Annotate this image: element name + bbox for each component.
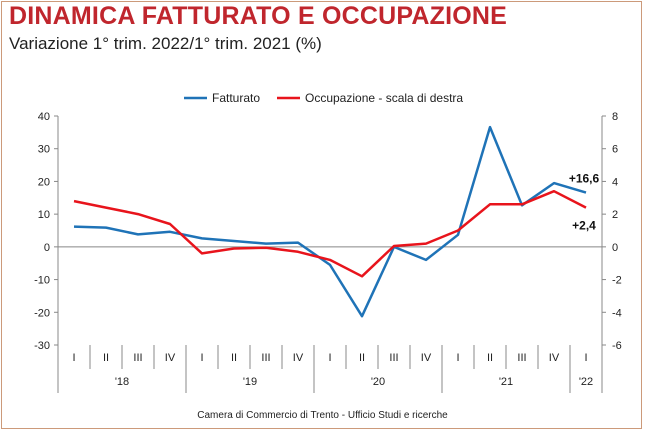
x-tick-label: III — [389, 352, 398, 364]
x-tick-label: I — [456, 352, 459, 364]
y-right-tick-label: -2 — [612, 275, 622, 287]
y-right-tick-label: -4 — [612, 307, 622, 319]
x-tick-label: I — [200, 352, 203, 364]
y-left-tick-label: 0 — [44, 242, 50, 254]
series-line-fatturato — [73, 125, 587, 318]
x-tick-label: II — [487, 352, 493, 364]
x-year-label: '19 — [243, 376, 257, 388]
y-left-tick-label: 10 — [38, 209, 50, 221]
x-year-label: '20 — [371, 376, 385, 388]
x-tick-label: III — [261, 352, 270, 364]
y-left-tick-label: -30 — [34, 340, 50, 352]
x-tick-label: I — [72, 352, 75, 364]
y-left-tick-label: 20 — [38, 176, 50, 188]
y-right-tick-label: 4 — [612, 176, 618, 188]
y-left-tick-label: 30 — [38, 144, 50, 156]
x-tick-label: II — [231, 352, 237, 364]
series-line-occupazione — [73, 189, 587, 278]
y-right-tick-label: 6 — [612, 144, 618, 156]
x-tick-label: IV — [549, 352, 560, 364]
y-left-tick-label: 40 — [38, 111, 50, 123]
x-year-label: '21 — [499, 376, 513, 388]
x-tick-label: II — [359, 352, 365, 364]
x-tick-label: II — [103, 352, 109, 364]
source-note: Camera di Commercio di Trento - Ufficio … — [197, 410, 448, 421]
x-tick-label: IV — [165, 352, 176, 364]
x-year-label: '18 — [115, 376, 129, 388]
y-right-tick-label: -6 — [612, 340, 622, 352]
y-left-tick-label: -20 — [34, 307, 50, 319]
annotation-fatturato: +16,6 — [569, 172, 600, 186]
x-tick-label: I — [328, 352, 331, 364]
x-tick-label: I — [584, 352, 587, 364]
annotations: +16,6 +2,4 — [569, 172, 600, 233]
y-right-tick-label: 0 — [612, 242, 618, 254]
y-right-tick-label: 8 — [612, 111, 618, 123]
legend-label-occupazione: Occupazione - scala di destra — [305, 91, 463, 105]
chart-title: DINAMICA FATTURATO E OCCUPAZIONE — [9, 2, 508, 30]
y-right-tick-label: 2 — [612, 209, 618, 221]
x-tick-label: IV — [293, 352, 304, 364]
y-left-tick-label: -10 — [34, 275, 50, 287]
x-tick-label: IV — [421, 352, 432, 364]
series-lines — [73, 125, 587, 318]
x-tick-label: III — [517, 352, 526, 364]
legend-label-fatturato: Fatturato — [212, 91, 260, 105]
x-year-label: '22 — [579, 376, 593, 388]
chart-subtitle: Variazione 1° trim. 2022/1° trim. 2021 (… — [9, 34, 322, 53]
chart-legend: Fatturato Occupazione - scala di destra — [184, 91, 463, 105]
x-tick-label: III — [133, 352, 142, 364]
annotation-occupazione: +2,4 — [572, 219, 596, 233]
